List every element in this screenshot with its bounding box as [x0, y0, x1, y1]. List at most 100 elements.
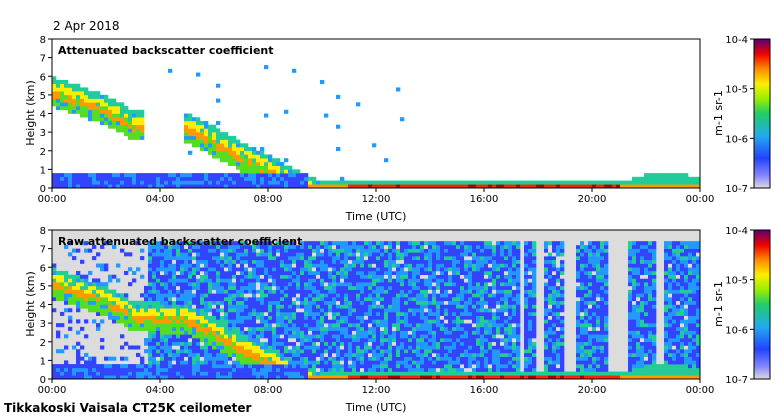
heatmap-cell [60, 270, 65, 275]
heatmap-cell [140, 315, 145, 320]
heatmap-cell [296, 371, 301, 376]
heatmap-cell [296, 285, 301, 290]
heatmap-cell [316, 267, 321, 272]
heatmap-cell [448, 263, 453, 268]
heatmap-cell [380, 289, 385, 294]
heatmap-cell [380, 244, 385, 249]
heatmap-cell [508, 308, 513, 313]
heatmap-cell [144, 300, 149, 305]
heatmap-cell [372, 241, 377, 246]
heatmap-cell [248, 334, 253, 339]
heatmap-cell [484, 263, 489, 268]
heatmap-cell [528, 349, 533, 354]
heatmap-cell [68, 83, 73, 88]
heatmap-cell [432, 338, 437, 343]
heatmap-cell [260, 326, 265, 331]
heatmap-cell [200, 308, 205, 313]
heatmap-cell [224, 259, 229, 264]
heatmap-cell [460, 371, 465, 376]
heatmap-cell [548, 180, 553, 185]
heatmap-cell [312, 311, 317, 316]
heatmap-cell [348, 334, 353, 339]
heatmap-cell [232, 139, 237, 144]
heatmap-cell [440, 293, 445, 298]
heatmap-cell [324, 371, 329, 376]
heatmap-cell [268, 289, 273, 294]
heatmap-cell [512, 352, 517, 357]
heatmap-cell [480, 282, 485, 287]
heatmap-cell [216, 285, 221, 290]
heatmap-cell [220, 135, 225, 140]
heatmap-cell [452, 360, 457, 365]
heatmap-cell [304, 338, 309, 343]
heatmap-cell [328, 334, 333, 339]
heatmap-cell [464, 289, 469, 294]
heatmap-cell [136, 319, 141, 324]
heatmap-cell [168, 304, 173, 309]
heatmap-cell [260, 289, 265, 294]
heatmap-cell [256, 326, 261, 331]
heatmap-cell [236, 371, 241, 376]
heatmap-cell [368, 297, 373, 302]
heatmap-cell [388, 300, 393, 305]
heatmap-cell [516, 248, 521, 253]
heatmap-cell [124, 293, 129, 298]
heatmap-cell [368, 263, 373, 268]
heatmap-cell [268, 356, 273, 361]
heatmap-cell [440, 267, 445, 272]
heatmap-cell [328, 338, 333, 343]
heatmap-cell [264, 267, 269, 272]
heatmap-cell [188, 308, 193, 313]
heatmap-cell [436, 252, 441, 257]
heatmap-cell [416, 338, 421, 343]
heatmap-cell [488, 326, 493, 331]
heatmap-cell [76, 297, 81, 302]
heatmap-cell [532, 367, 537, 372]
heatmap-cell [280, 300, 285, 305]
heatmap-cell [336, 311, 341, 316]
heatmap-cell [344, 285, 349, 290]
heatmap-cell [272, 338, 277, 343]
heatmap-cell [276, 184, 281, 189]
heatmap-cell [380, 285, 385, 290]
heatmap-cell [216, 352, 221, 357]
heatmap-cell [176, 267, 181, 272]
heatmap-cell [304, 270, 309, 275]
heatmap-cell [352, 270, 357, 275]
heatmap-cell [600, 184, 605, 189]
heatmap-cell [496, 297, 501, 302]
heatmap-cell [392, 356, 397, 361]
heatmap-cell [400, 319, 405, 324]
heatmap-cell [336, 323, 341, 328]
heatmap-cell [336, 184, 341, 189]
heatmap-cell [412, 300, 417, 305]
heatmap-cell [336, 124, 341, 129]
heatmap-cell [360, 289, 365, 294]
heatmap-cell [240, 334, 245, 339]
heatmap-cell [416, 259, 421, 264]
heatmap-cell [232, 367, 237, 372]
heatmap-cell [488, 248, 493, 253]
heatmap-cell [100, 311, 105, 316]
heatmap-cell [76, 278, 81, 283]
heatmap-cell [488, 259, 493, 264]
heatmap-cell [216, 311, 221, 316]
heatmap-cell [356, 356, 361, 361]
heatmap-cell [472, 304, 477, 309]
heatmap-cell [372, 252, 377, 257]
heatmap-cell [456, 375, 461, 380]
heatmap-cell [172, 360, 177, 365]
heatmap-cell [324, 323, 329, 328]
heatmap-cell [484, 270, 489, 275]
heatmap-cell [204, 244, 209, 249]
heatmap-cell [124, 371, 129, 376]
heatmap-cell [336, 241, 341, 246]
heatmap-cell [384, 300, 389, 305]
heatmap-cell [548, 256, 553, 261]
heatmap-cell [264, 289, 269, 294]
heatmap-cell [256, 154, 261, 159]
heatmap-cell [444, 256, 449, 261]
heatmap-cell [260, 169, 265, 174]
heatmap-cell [184, 323, 189, 328]
heatmap-cell [176, 375, 181, 380]
